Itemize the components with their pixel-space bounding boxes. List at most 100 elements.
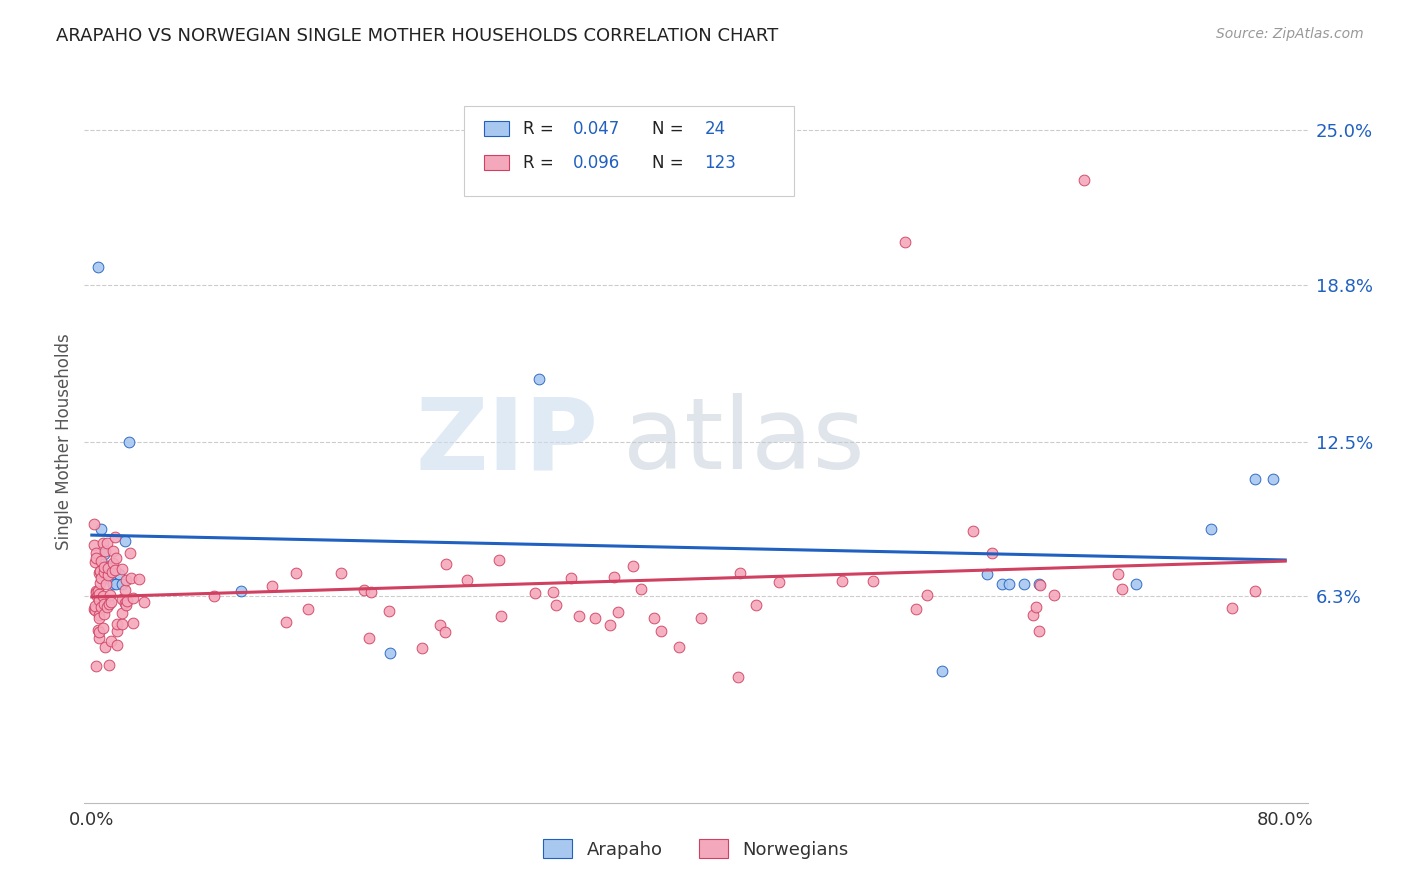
Point	[104, 530, 127, 544]
Point	[894, 235, 917, 250]
Point	[650, 624, 672, 638]
Point	[110, 616, 132, 631]
Point	[121, 615, 143, 630]
Point	[104, 550, 127, 565]
FancyBboxPatch shape	[484, 121, 509, 136]
Point	[107, 566, 129, 581]
Point	[728, 566, 751, 581]
Point	[128, 572, 150, 586]
Point	[83, 517, 105, 532]
Point	[84, 659, 107, 673]
Point	[285, 566, 308, 580]
Point	[100, 633, 122, 648]
Point	[84, 555, 107, 569]
Point	[1263, 472, 1285, 486]
Point	[568, 609, 591, 624]
Point	[87, 625, 110, 640]
Point	[120, 546, 142, 560]
Point	[84, 551, 107, 566]
Point	[98, 588, 121, 602]
Point	[96, 536, 118, 550]
Point	[87, 587, 110, 601]
Point	[101, 576, 124, 591]
Point	[1111, 582, 1133, 596]
Point	[378, 604, 401, 618]
Point	[87, 260, 110, 274]
Point	[114, 596, 136, 610]
Point	[727, 670, 749, 684]
Point	[274, 615, 297, 629]
Point	[91, 536, 114, 550]
Point	[132, 595, 155, 609]
Point	[100, 595, 122, 609]
Text: ARAPAHO VS NORWEGIAN SINGLE MOTHER HOUSEHOLDS CORRELATION CHART: ARAPAHO VS NORWEGIAN SINGLE MOTHER HOUSE…	[56, 27, 779, 45]
Point	[962, 524, 984, 538]
Point	[1199, 522, 1222, 536]
Point	[97, 561, 120, 575]
Point	[120, 571, 142, 585]
Point	[118, 434, 141, 449]
Point	[488, 552, 510, 566]
Point	[1220, 601, 1243, 615]
Point	[668, 640, 690, 654]
Point	[87, 631, 110, 645]
Point	[105, 624, 128, 638]
Point	[541, 585, 564, 599]
Point	[560, 571, 582, 585]
Point	[90, 522, 112, 536]
Point	[357, 631, 380, 645]
Point	[544, 599, 567, 613]
Point	[98, 597, 121, 611]
Point	[602, 570, 624, 584]
Text: R =: R =	[523, 153, 560, 171]
Point	[353, 582, 375, 597]
Point	[89, 611, 111, 625]
FancyBboxPatch shape	[484, 155, 509, 169]
Point	[90, 554, 112, 568]
Point	[456, 573, 478, 587]
Text: N =: N =	[652, 120, 689, 137]
Point	[429, 617, 451, 632]
Point	[915, 588, 938, 602]
Point	[524, 586, 547, 600]
Point	[297, 602, 319, 616]
Point	[115, 599, 138, 613]
Text: Source: ZipAtlas.com: Source: ZipAtlas.com	[1216, 27, 1364, 41]
Point	[931, 664, 953, 678]
Point	[434, 558, 457, 572]
Point	[89, 564, 111, 578]
Point	[84, 584, 107, 599]
Point	[101, 556, 124, 570]
Point	[117, 594, 139, 608]
Point	[862, 574, 884, 589]
Point	[86, 586, 108, 600]
Point	[89, 564, 111, 578]
Point	[690, 610, 713, 624]
Point	[111, 562, 134, 576]
Point	[93, 597, 115, 611]
Point	[91, 590, 114, 604]
Point	[831, 574, 853, 589]
Point	[91, 621, 114, 635]
Point	[1028, 624, 1050, 639]
Point	[87, 623, 110, 637]
Point	[98, 572, 121, 586]
Point	[104, 563, 127, 577]
Point	[411, 641, 433, 656]
Point	[96, 600, 118, 615]
Y-axis label: Single Mother Households: Single Mother Households	[55, 334, 73, 549]
Point	[111, 576, 134, 591]
Legend: Arapaho, Norwegians: Arapaho, Norwegians	[536, 832, 856, 866]
Point	[114, 582, 136, 597]
Point	[360, 585, 382, 599]
Point	[1244, 583, 1267, 598]
Point	[491, 609, 513, 624]
Point	[583, 611, 606, 625]
Point	[621, 558, 644, 573]
Point	[1043, 588, 1066, 602]
Point	[86, 589, 108, 603]
Text: ZIP: ZIP	[415, 393, 598, 490]
Point	[768, 575, 790, 590]
Point	[122, 591, 145, 605]
Point	[101, 544, 124, 558]
